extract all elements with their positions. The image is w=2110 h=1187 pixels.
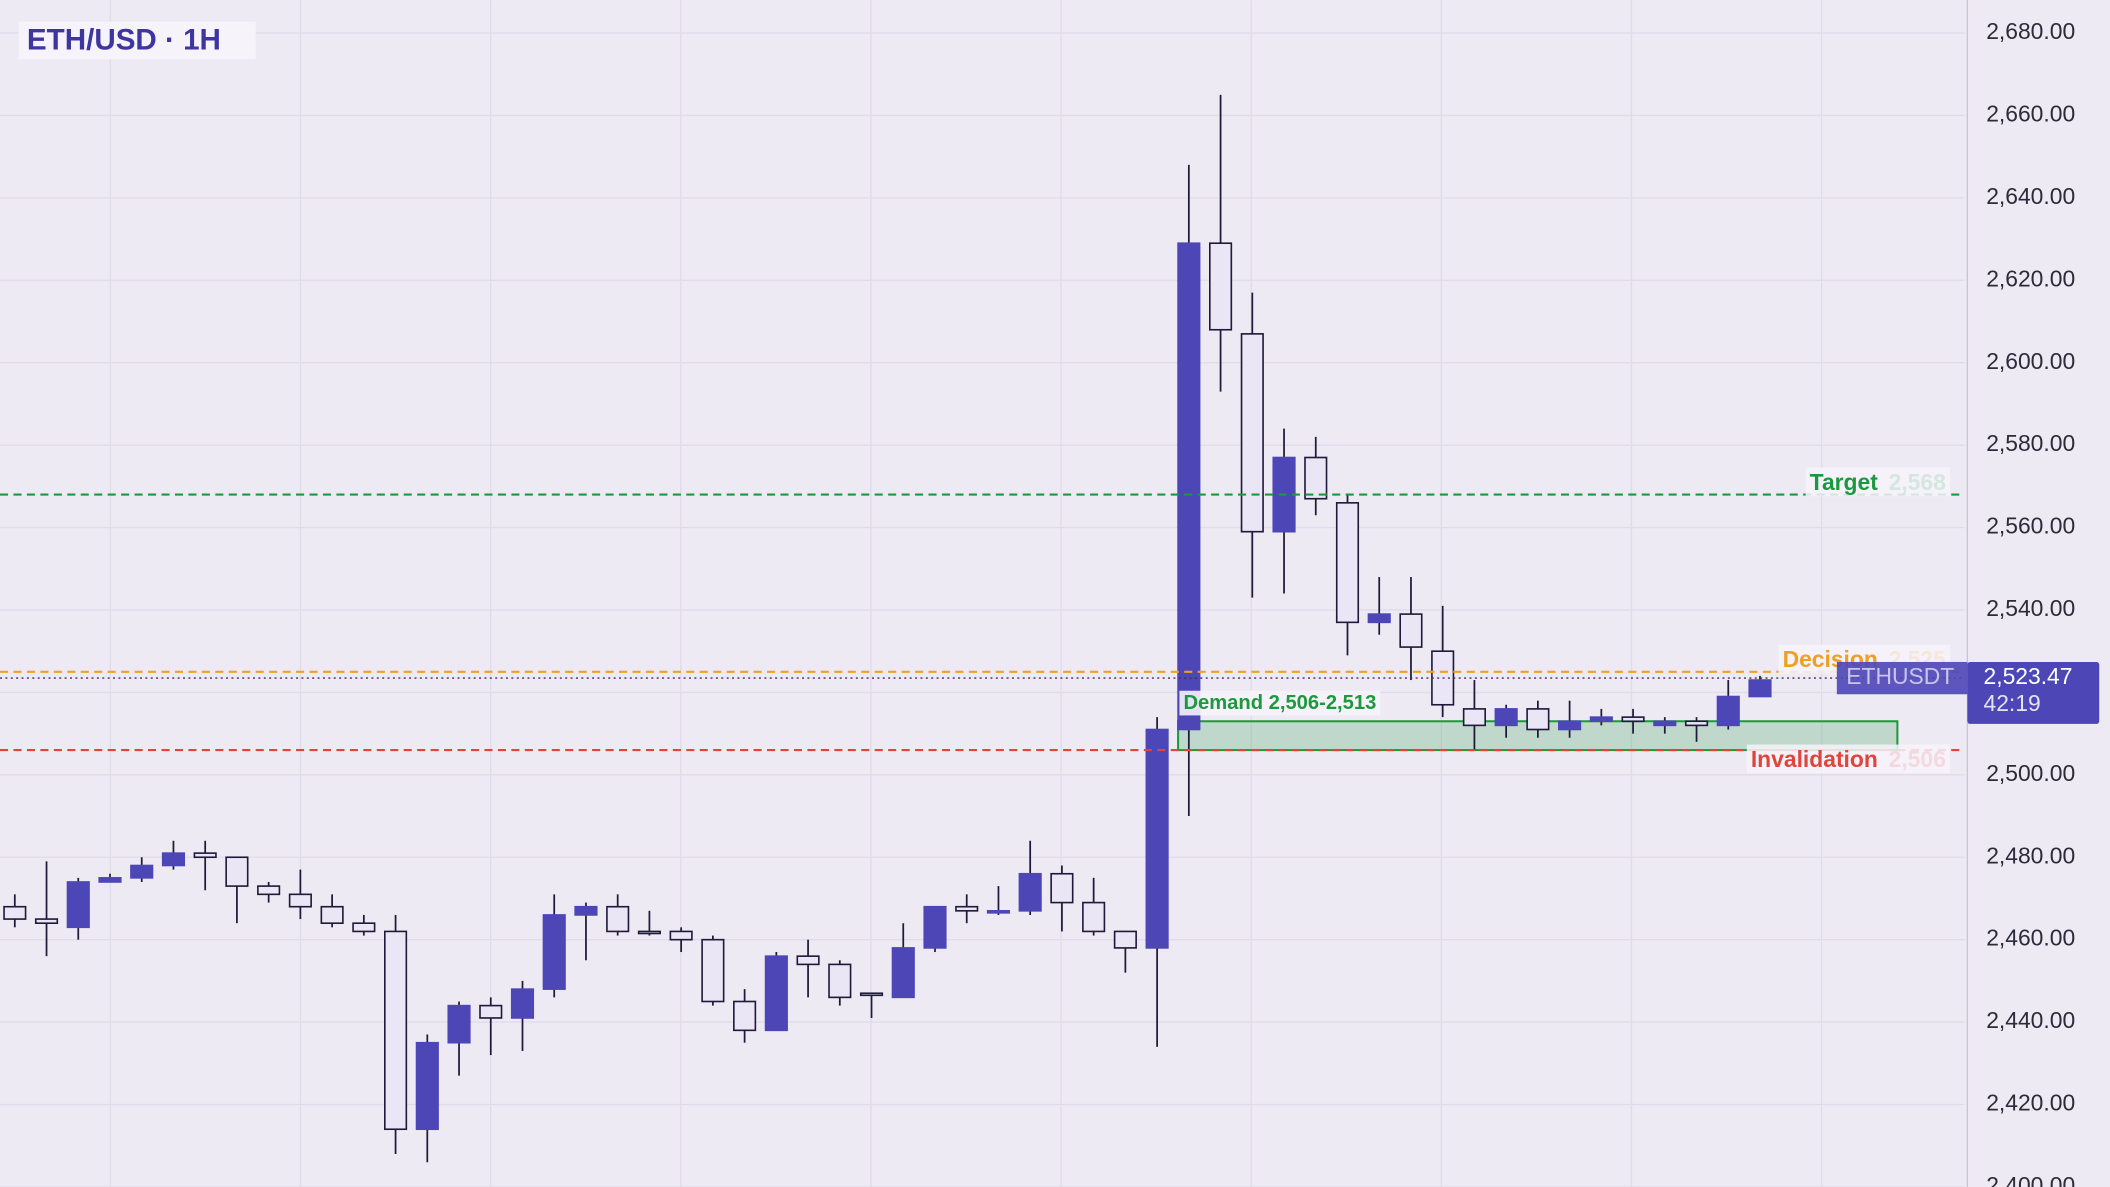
y-tick-label: 2,540.00: [1986, 595, 2075, 621]
candle-body: [1621, 716, 1645, 723]
candle-body: [1050, 872, 1074, 904]
zone-label-bg: [1179, 690, 1381, 716]
candle-body: [1494, 708, 1518, 727]
candle-body: [891, 947, 915, 999]
candle-body: [1335, 502, 1360, 624]
candle-body: [34, 918, 59, 924]
y-tick-label: 2,680.00: [1986, 18, 2075, 44]
candle-body: [1462, 708, 1486, 727]
candle-body: [1208, 242, 1233, 331]
y-tick-label: 2,640.00: [1986, 183, 2075, 209]
candle-body: [701, 938, 725, 1003]
candle-body: [955, 905, 979, 912]
candle-body: [1240, 333, 1264, 533]
countdown-label: 42:19: [1984, 690, 2041, 716]
candle-body: [733, 1000, 757, 1032]
candle-body: [257, 885, 281, 896]
level-label-bg: [1746, 744, 1950, 774]
candle-body: [130, 864, 154, 879]
y-tick-label: 2,420.00: [1986, 1090, 2075, 1116]
y-tick-label: 2,600.00: [1986, 348, 2075, 374]
y-tick-label: 2,440.00: [1986, 1007, 2075, 1033]
candle-body: [1399, 613, 1423, 648]
zone-label: Demand 2,506-2,513: [1183, 692, 1376, 714]
y-tick-label: 2,400.00: [1986, 1172, 2075, 1187]
candle-body: [1082, 901, 1106, 933]
candle-body: [986, 910, 1011, 914]
y-tick-label: 2,560.00: [1986, 513, 2075, 539]
candle-body: [1018, 872, 1042, 912]
candle-body: [447, 1004, 471, 1044]
candle-body: [1558, 720, 1582, 731]
y-tick-label: 2,620.00: [1986, 265, 2075, 291]
candle-body: [479, 1004, 503, 1019]
y-axis: 2,400.00 2,420.00 2,440.00 2,460.00 2,480.00…: [1836, 18, 2100, 1187]
candle-body: [193, 852, 217, 859]
candle-body: [669, 930, 693, 941]
candle-body: [637, 930, 661, 935]
candle-body: [1653, 720, 1677, 727]
candle-body: [1684, 720, 1709, 727]
candle-body: [542, 914, 566, 990]
candle-body: [1716, 695, 1740, 727]
candle-body: [606, 905, 630, 933]
level-name: Invalidation: [1751, 746, 1878, 772]
candle-body: [1589, 716, 1613, 723]
level-name: Target: [1810, 469, 1879, 495]
symbol-box: [1836, 661, 1968, 695]
candle-body: [383, 930, 408, 1131]
candle-body: [1145, 728, 1169, 949]
candle-body: [3, 905, 27, 920]
candle-body: [288, 893, 312, 908]
candle-body: [320, 905, 344, 924]
y-tick-label: 2,660.00: [1986, 100, 2075, 126]
grid: [0, 0, 1965, 1187]
candle-body: [1177, 242, 1201, 731]
y-tick-label: 2,460.00: [1986, 925, 2075, 951]
y-tick-label: 2,500.00: [1986, 760, 2075, 786]
candle-body: [1748, 679, 1772, 698]
candle-body: [98, 877, 122, 883]
candle-body: [1367, 613, 1391, 624]
candle-body: [923, 905, 947, 949]
candle-body: [1113, 930, 1137, 949]
candle-body: [510, 988, 535, 1019]
candle-body: [1304, 456, 1328, 500]
candle-body: [1526, 708, 1550, 731]
symbol-label: ETHUSDT: [1846, 663, 1954, 689]
candle-body: [574, 905, 598, 916]
candle-body: [225, 856, 249, 887]
last-price-box: [1967, 661, 2100, 724]
candle-body: [859, 992, 884, 997]
y-tick-label: 2,480.00: [1986, 842, 2075, 868]
candle-body: [764, 955, 788, 1032]
chart-title: ETH/USD · 1H: [27, 24, 221, 57]
candle-body: [796, 955, 820, 966]
y-tick-label: 2,580.00: [1986, 430, 2075, 456]
last-price-label: 2,523.47: [1984, 663, 2073, 689]
level-label-bg: [1805, 467, 1951, 497]
candle-body: [352, 922, 376, 933]
candle-body: [66, 881, 90, 929]
candle-body: [161, 852, 186, 867]
candle-body: [415, 1041, 439, 1131]
title-box: [18, 21, 256, 60]
candle-body: [828, 963, 852, 999]
